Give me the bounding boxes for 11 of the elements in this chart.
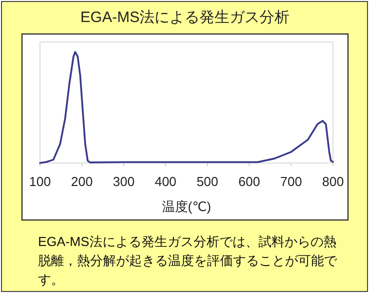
x-tick-label: 300 <box>112 174 135 189</box>
x-tick-label: 700 <box>280 174 302 189</box>
x-axis-title: 温度(℃) <box>162 199 212 214</box>
x-tick-label: 800 <box>322 174 344 189</box>
x-tick-label: 600 <box>238 174 260 189</box>
text: EGA-MS法による発生ガス分析では、試料からの熱脱離，熱分解が起きる温度を評価することが可能です。 <box>38 233 338 289</box>
x-tick-label: 400 <box>154 174 176 189</box>
x-tick-label: 200 <box>71 174 93 189</box>
x-tick-label: 100 <box>29 174 51 189</box>
chart-title: EGA-MS法による発生ガス分析 <box>80 9 290 26</box>
x-tick-label: 500 <box>196 174 218 189</box>
